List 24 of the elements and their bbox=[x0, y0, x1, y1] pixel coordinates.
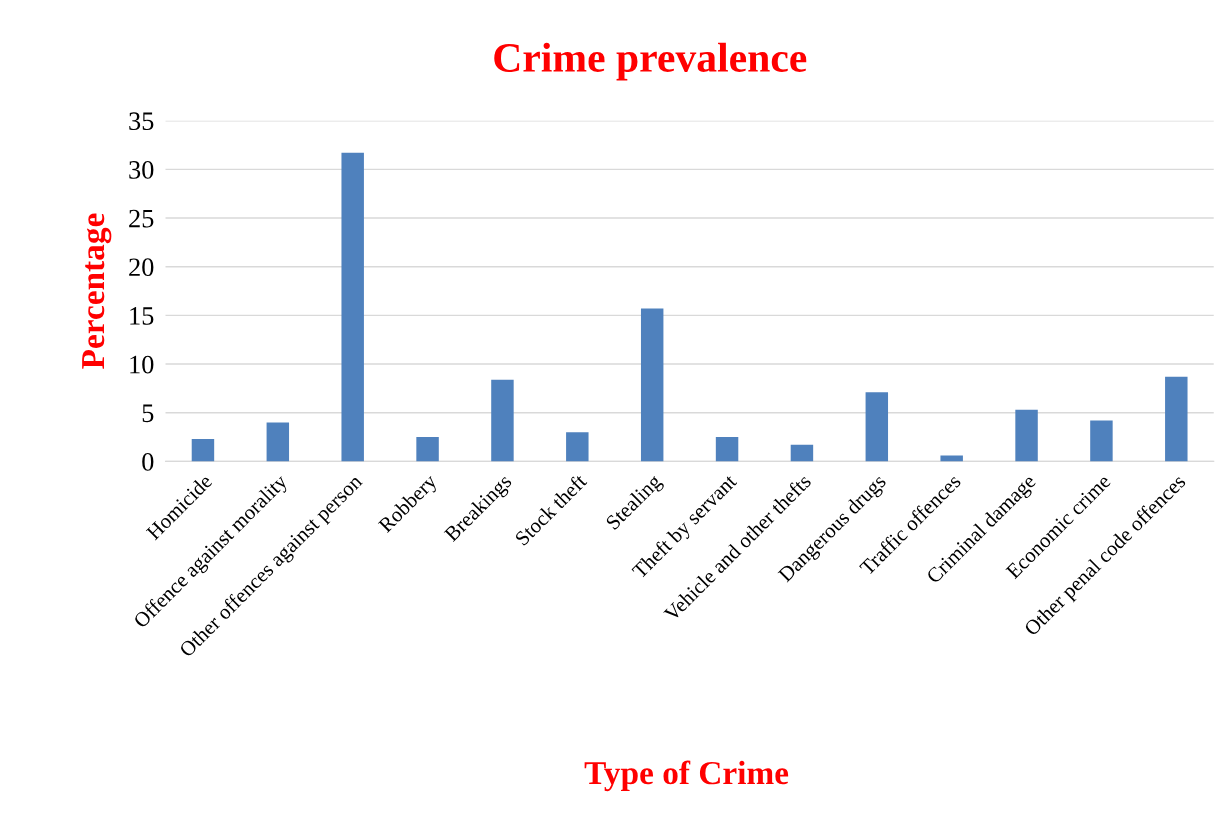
bar bbox=[191, 439, 215, 462]
bar bbox=[491, 379, 514, 462]
bar bbox=[865, 392, 889, 462]
bar bbox=[640, 308, 664, 462]
bar bbox=[566, 432, 589, 462]
y-tick-label: 35 bbox=[129, 112, 154, 131]
bar bbox=[1090, 420, 1113, 462]
chart-title: Crime prevalence bbox=[494, 42, 807, 81]
y-tick-label: 10 bbox=[130, 355, 154, 374]
y-tick-label: 25 bbox=[129, 209, 154, 228]
x-axis-title: Type of Crime bbox=[584, 760, 789, 792]
y-tick-label: 5 bbox=[142, 404, 154, 423]
y-tick-label: 30 bbox=[129, 160, 154, 179]
bar bbox=[790, 444, 814, 462]
bar bbox=[266, 422, 290, 462]
y-axis-title: Percentage bbox=[82, 213, 112, 369]
bar bbox=[341, 152, 364, 462]
bar bbox=[715, 437, 739, 462]
bar bbox=[1165, 376, 1188, 462]
bar bbox=[416, 437, 439, 462]
y-tick-label: 15 bbox=[130, 307, 154, 325]
bar bbox=[1015, 409, 1038, 462]
y-tick-label: 20 bbox=[129, 258, 154, 277]
y-tick-label: 0 bbox=[142, 453, 154, 471]
